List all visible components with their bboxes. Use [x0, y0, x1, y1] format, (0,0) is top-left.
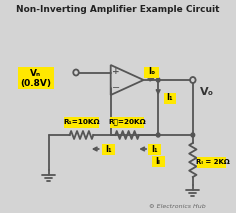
Text: Iₗ: Iₗ	[156, 157, 160, 166]
FancyBboxPatch shape	[64, 117, 99, 128]
Circle shape	[156, 133, 160, 137]
FancyBboxPatch shape	[110, 117, 144, 128]
Text: R⁦=20KΩ: R⁦=20KΩ	[108, 119, 146, 125]
FancyBboxPatch shape	[197, 157, 228, 167]
Text: I₁: I₁	[167, 94, 173, 102]
FancyBboxPatch shape	[152, 155, 164, 167]
Text: (0.8V): (0.8V)	[20, 79, 51, 88]
Text: Rₗ = 2KΩ: Rₗ = 2KΩ	[196, 159, 230, 165]
Text: I₁: I₁	[151, 144, 158, 154]
Circle shape	[190, 77, 196, 83]
FancyBboxPatch shape	[102, 144, 115, 154]
Circle shape	[73, 69, 79, 75]
Text: ⚙ Electronics Hub: ⚙ Electronics Hub	[149, 203, 206, 209]
FancyBboxPatch shape	[164, 92, 177, 104]
Circle shape	[191, 133, 195, 137]
Text: R₁=10KΩ: R₁=10KΩ	[63, 119, 100, 125]
Text: Vₙ: Vₙ	[30, 69, 42, 78]
Text: Non-Inverting Amplifier Example Circuit: Non-Inverting Amplifier Example Circuit	[16, 6, 220, 14]
Text: Vₒ: Vₒ	[200, 87, 214, 97]
FancyBboxPatch shape	[18, 67, 54, 89]
Text: −: −	[112, 83, 120, 93]
FancyBboxPatch shape	[144, 66, 159, 78]
Text: I₁: I₁	[105, 144, 112, 154]
Text: +: +	[112, 68, 120, 76]
Circle shape	[156, 78, 160, 82]
FancyBboxPatch shape	[148, 144, 161, 154]
Text: Iₒ: Iₒ	[148, 68, 155, 76]
